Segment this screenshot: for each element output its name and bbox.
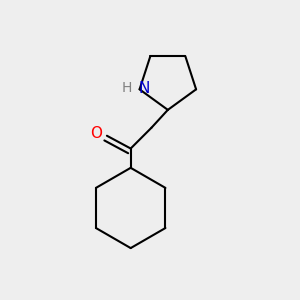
Text: O: O — [90, 126, 102, 141]
Text: N: N — [138, 81, 149, 96]
Text: H: H — [122, 81, 132, 95]
